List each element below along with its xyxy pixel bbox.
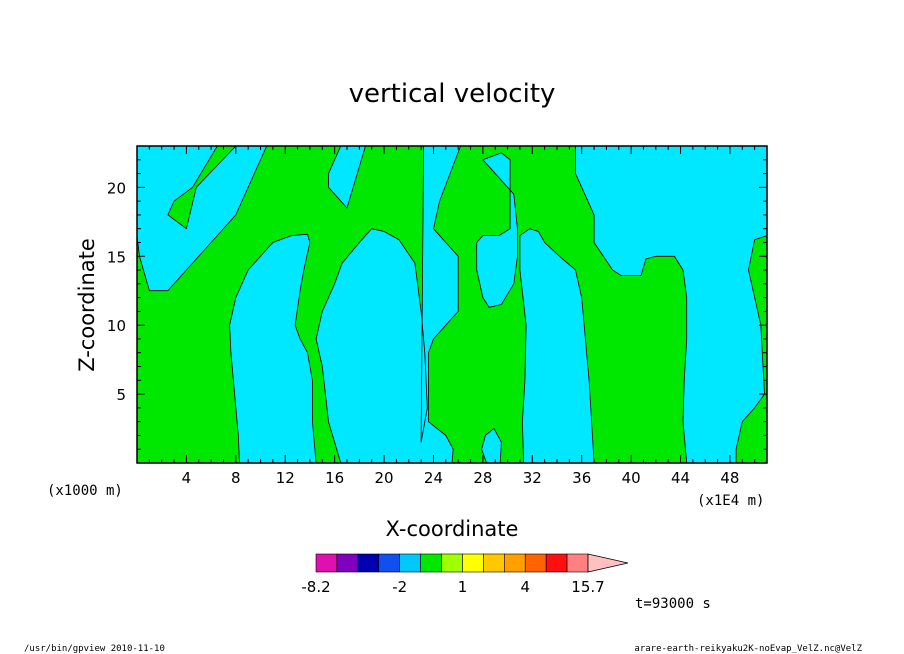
colorbar-segment [420,553,442,573]
contour-region-negative-7 [575,146,767,463]
colorbar-segment [524,553,547,573]
contour-regions [137,146,767,463]
time-label: t=93000 s [635,596,711,612]
x-tick-label: 48 [720,469,739,487]
contour-region-negative-5 [476,152,518,308]
x-tick-label: 8 [231,469,241,487]
y-tick-label: 20 [107,179,126,197]
colorbar-segment [315,553,338,573]
x-tick-label: 28 [473,469,492,487]
x-tick-label: 20 [375,469,394,487]
x-tick-label: 16 [325,469,344,487]
x-tick-label: 40 [622,469,641,487]
x-tick-label: 12 [276,469,295,487]
colorbar-tick-label: 15.7 [571,578,604,596]
contour-region-negative-2 [315,146,462,463]
colorbar: -8.2 -2 1 4 15.7 [301,553,629,596]
x-tick-label: 36 [572,469,591,487]
colorbar-segment [545,553,568,573]
x-unit-left: (x1000 m) [47,483,123,499]
colorbar-tick-label: -2 [392,578,407,596]
colorbar-segment [336,553,359,573]
contour-region-negative-3 [229,233,317,463]
footer-left: /usr/bin/gpview 2010-11-10 [24,644,165,654]
y-tick-label: 10 [107,317,126,335]
colorbar-segment [357,553,380,573]
colorbar-segment [483,553,505,573]
contour-region-negative-0 [137,146,268,292]
x-tick-label: 4 [182,469,192,487]
plot-frame [136,145,768,464]
x-tick-label: 44 [671,469,690,487]
contour-region-negative-6 [519,228,595,463]
colorbar-segment [441,553,463,573]
colorbar-extension-arrow [587,553,629,573]
contour-region-negative-4 [481,427,502,463]
x-axis-label: X-coordinate [386,517,519,541]
colorbar-tick-label: -8.2 [301,578,330,596]
colorbar-segment [566,553,589,573]
footer-right: arare-earth-reikyaku2K-noEvap_VelZ.nc@Ve… [634,644,862,654]
colorbar-segment [378,553,400,573]
chart-title: vertical velocity [349,79,556,109]
y-axis-label: Z-coordinate [75,238,99,372]
colorbar-segment [462,553,484,573]
contour-region-negative-1 [328,146,366,209]
colorbar-segment [399,553,421,573]
y-tick-label: 15 [107,248,126,266]
colorbar-segment [504,553,526,573]
x-tick-label: 32 [523,469,542,487]
y-tick-label: 5 [116,386,126,404]
colorbar-tick-label: 1 [458,578,468,596]
colorbar-tick-label: 4 [520,578,530,596]
x-unit-right: (x1E4 m) [697,493,764,509]
x-tick-label: 24 [424,469,443,487]
